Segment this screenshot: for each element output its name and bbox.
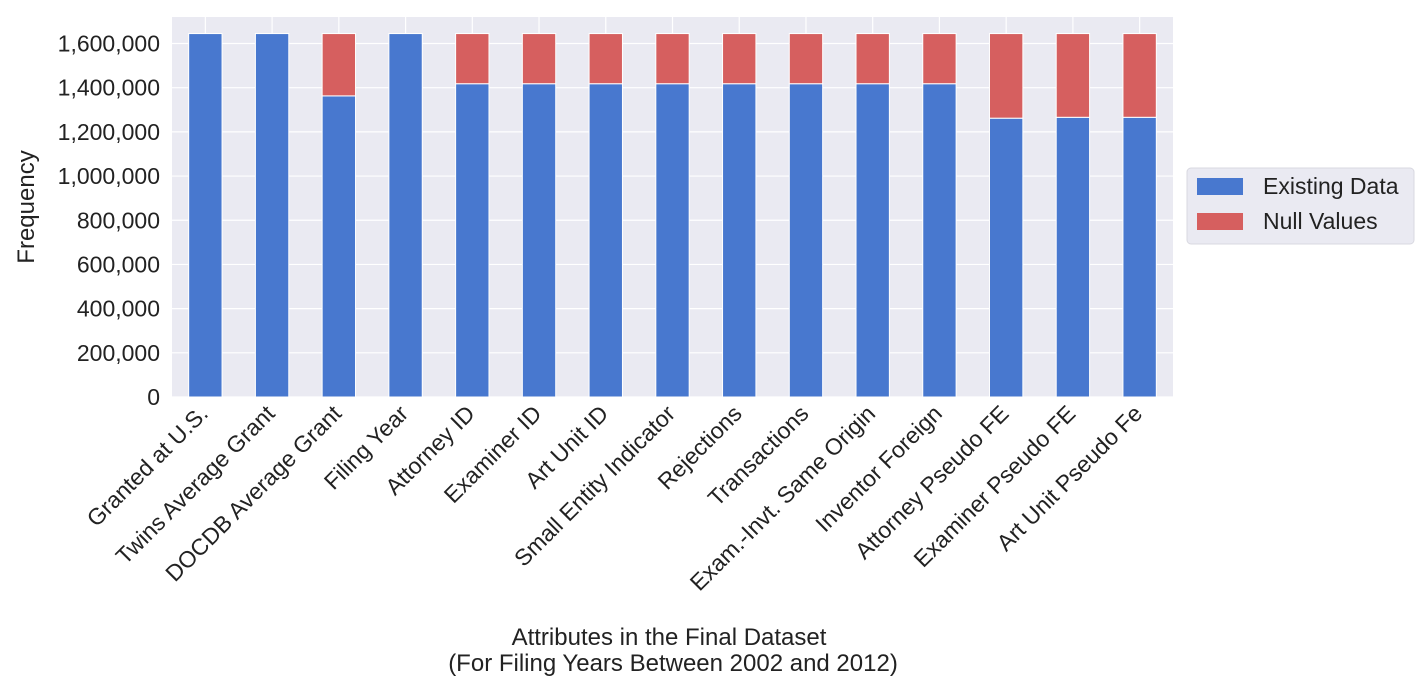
bar-existing-data (321, 95, 357, 398)
y-tick-label: 0 (147, 384, 160, 410)
legend-box (1186, 167, 1415, 245)
bar-null-values (655, 33, 690, 85)
x-tick-label: Granted at U.S. (82, 400, 213, 531)
y-tick-labels: 0 200,000 400,000 600,000 800,000 1,000,000 1,… (58, 31, 160, 410)
y-tick-label: 800,000 (77, 207, 160, 233)
bar-existing-data (188, 33, 223, 398)
x-axis-title: Attributes in the Final Dataset (512, 624, 827, 651)
y-tick-label: 600,000 (77, 251, 160, 277)
bar-null-values (788, 33, 824, 85)
y-tick-label: 1,600,000 (58, 31, 160, 57)
bar-null-values (988, 33, 1024, 119)
bar-existing-data (588, 83, 623, 398)
bar-existing-data (521, 83, 557, 398)
bar-existing-data (855, 83, 890, 398)
y-axis-title: Frequency (13, 150, 40, 263)
bar-null-values (855, 33, 890, 85)
y-tick-label: 400,000 (77, 296, 160, 322)
y-tick-label: 1,400,000 (58, 75, 160, 101)
bar-null-values (1122, 33, 1157, 118)
bar-null-values (455, 33, 490, 85)
legend-swatch (1197, 178, 1243, 195)
legend: Existing Data Null Values (1186, 167, 1415, 245)
x-tick-labels: Granted at U.S.Twins Average GrantDOCDB … (82, 400, 1148, 596)
bar-existing-data (254, 33, 290, 398)
bar-null-values (588, 33, 623, 85)
y-tick-label: 200,000 (77, 340, 160, 366)
y-tick-label: 1,000,000 (58, 163, 160, 189)
bar-existing-data (455, 83, 490, 398)
bar-existing-data (1055, 116, 1091, 398)
y-tick-label: 1,200,000 (58, 119, 160, 145)
legend-label: Existing Data (1263, 173, 1399, 199)
x-axis-subtitle: (For Filing Years Between 2002 and 2012) (448, 650, 898, 677)
bar-null-values (1055, 33, 1091, 118)
bar-existing-data (788, 83, 824, 398)
legend-label: Null Values (1263, 208, 1378, 234)
bar-existing-data (922, 83, 957, 398)
bars-layer (188, 33, 1157, 398)
bar-existing-data (655, 83, 690, 398)
legend-swatch (1197, 213, 1243, 230)
bar-null-values (722, 33, 757, 85)
bar-null-values (521, 33, 557, 85)
bar-null-values (922, 33, 957, 85)
bar-existing-data (1122, 116, 1157, 398)
bar-null-values (321, 33, 357, 97)
bar-existing-data (988, 117, 1024, 398)
bar-existing-data (722, 83, 757, 398)
bar-existing-data (388, 33, 423, 398)
